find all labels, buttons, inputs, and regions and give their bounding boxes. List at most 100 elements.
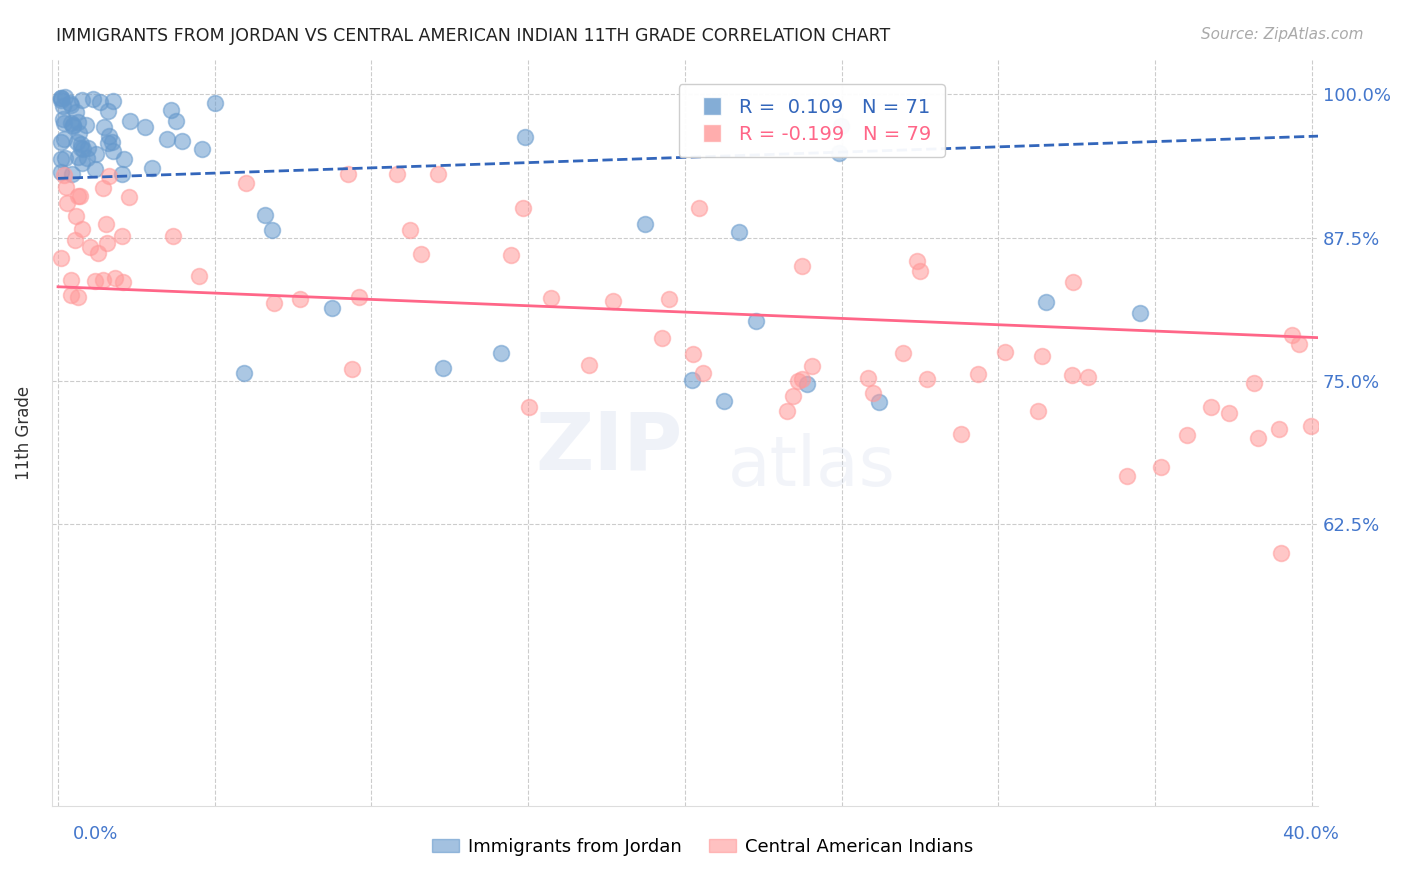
Point [66, 290, 89, 304]
Point [66, 135, 89, 149]
Point [688, 201, 710, 215]
Point [1270, 546, 1292, 560]
Point [170, 134, 193, 148]
Point [59, 116, 82, 130]
Text: atlas: atlas [728, 433, 896, 500]
Point [112, 152, 135, 166]
Point [66, 189, 89, 203]
Point [385, 167, 408, 181]
Point [260, 223, 283, 237]
Point [1199, 400, 1222, 414]
Point [60, 273, 83, 287]
Point [97, 128, 120, 143]
Point [53, 132, 76, 146]
Point [165, 114, 187, 128]
Y-axis label: 11th Grade: 11th Grade [15, 385, 32, 480]
Point [111, 167, 134, 181]
Point [52, 169, 75, 183]
Point [1218, 406, 1240, 420]
Point [49, 252, 72, 266]
Point [52, 98, 75, 112]
Point [602, 294, 624, 309]
Point [1062, 275, 1084, 289]
Point [908, 264, 931, 278]
Point [69, 136, 91, 151]
Point [96, 236, 118, 251]
Point [69, 189, 91, 203]
Point [1243, 376, 1265, 391]
Point [427, 167, 450, 181]
Point [83, 161, 105, 176]
Point [101, 94, 124, 108]
Point [399, 223, 422, 237]
Point [87, 246, 110, 260]
Point [63, 233, 86, 247]
Text: 0.0%: 0.0% [73, 825, 118, 843]
Point [682, 347, 704, 361]
Point [67, 126, 90, 140]
Point [263, 296, 285, 310]
Point [190, 142, 212, 156]
Point [347, 290, 370, 304]
Point [1116, 468, 1139, 483]
Point [1175, 427, 1198, 442]
Point [72, 142, 94, 156]
Point [162, 228, 184, 243]
Point [49, 91, 72, 105]
Legend: Immigrants from Jordan, Central American Indians: Immigrants from Jordan, Central American… [425, 831, 981, 863]
Point [290, 292, 312, 306]
Point [91, 181, 114, 195]
Point [52, 116, 75, 130]
Point [101, 144, 124, 158]
Text: Source: ZipAtlas.com: Source: ZipAtlas.com [1201, 27, 1364, 42]
Point [1028, 404, 1050, 418]
Point [204, 96, 226, 111]
Point [1035, 294, 1057, 309]
Point [118, 190, 141, 204]
Point [745, 314, 768, 328]
Point [830, 119, 852, 133]
Point [155, 131, 177, 145]
Point [52, 112, 75, 126]
Point [141, 161, 163, 176]
Point [786, 375, 808, 389]
Point [1060, 368, 1083, 382]
Point [53, 90, 76, 104]
Point [97, 169, 120, 183]
Point [55, 195, 77, 210]
Point [634, 217, 657, 231]
Point [790, 260, 813, 274]
Point [776, 404, 799, 418]
Point [499, 248, 522, 262]
Point [517, 400, 540, 414]
Point [1288, 336, 1310, 351]
Point [84, 274, 107, 288]
Point [91, 273, 114, 287]
Point [101, 135, 124, 149]
Point [512, 201, 534, 215]
Point [1281, 327, 1303, 342]
Point [97, 104, 120, 119]
Point [692, 367, 714, 381]
Point [60, 167, 83, 181]
Point [950, 426, 973, 441]
Point [84, 147, 107, 161]
Point [411, 247, 433, 261]
Point [75, 118, 97, 132]
Point [55, 180, 77, 194]
Point [321, 301, 343, 315]
Point [89, 95, 111, 109]
Point [782, 389, 804, 403]
Point [58, 95, 80, 110]
Point [187, 268, 209, 283]
Point [134, 120, 156, 134]
Point [53, 151, 76, 165]
Point [792, 372, 814, 386]
Point [1268, 422, 1291, 436]
Point [1129, 306, 1152, 320]
Point [97, 136, 120, 151]
Point [651, 331, 673, 345]
Text: IMMIGRANTS FROM JORDAN VS CENTRAL AMERICAN INDIAN 11TH GRADE CORRELATION CHART: IMMIGRANTS FROM JORDAN VS CENTRAL AMERIC… [56, 27, 890, 45]
Point [49, 165, 72, 179]
Point [59, 98, 82, 112]
